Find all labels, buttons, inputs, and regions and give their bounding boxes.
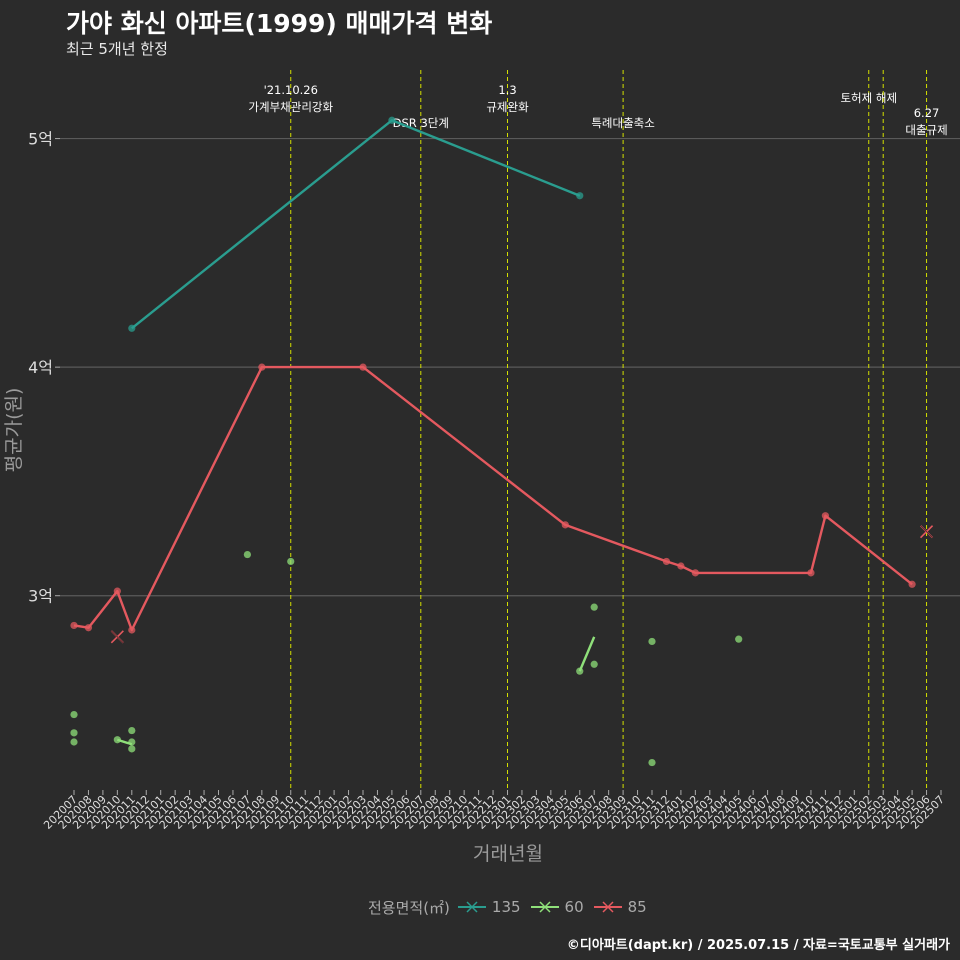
legend-key-85 — [593, 901, 622, 913]
event-label: 규제완화 — [486, 100, 529, 114]
event-label: 1.3 — [498, 83, 516, 97]
series-60-point — [128, 738, 136, 746]
series-60-point — [576, 667, 584, 675]
series-60-point — [70, 738, 78, 746]
x-axis-title: 거래년월 — [473, 843, 543, 865]
y-axis-title: 평균가(원) — [3, 388, 25, 473]
chart-title: 가야 화신 아파트(1999) 매매가격 변화 — [66, 9, 493, 38]
legend-label-135: 135 — [491, 898, 521, 916]
series-60-point — [113, 736, 121, 744]
series-60-point — [590, 603, 598, 611]
event-label: 대출규제 — [905, 123, 947, 137]
series-lines — [73, 119, 913, 746]
event-label: 특례대출축소 — [591, 116, 654, 130]
y-tick-label: 4억 — [28, 358, 53, 377]
series-85-point — [84, 624, 93, 632]
series-135-point — [128, 324, 136, 332]
series-60-point — [128, 745, 136, 753]
cancelled-stroke-inner — [111, 630, 124, 644]
source-caption: ©디아파트(dapt.kr) / 2025.07.15 / 자료=국토교통부 실… — [566, 938, 950, 953]
series-85-line — [73, 365, 913, 632]
series-85-point — [908, 580, 916, 588]
series-85-point — [70, 621, 78, 630]
legend-item-60: 60 — [530, 898, 584, 916]
series-85-point — [113, 587, 121, 595]
event-label: 가계부채관리강화 — [248, 100, 333, 114]
series-60-point — [648, 637, 656, 646]
series-85-cancelled-marker — [919, 525, 934, 539]
cancelled-stroke-inner — [920, 525, 933, 538]
series-60-point — [243, 550, 251, 559]
series-135-line — [131, 119, 581, 330]
series-85-point — [359, 363, 367, 371]
legend-label-85: 85 — [627, 898, 647, 916]
series-60-point — [648, 758, 656, 767]
legend-key-135 — [457, 901, 486, 913]
y-axis-ticks: 3억 4억 5억 — [28, 130, 60, 606]
legend-key-60 — [530, 901, 559, 913]
series-85-point — [821, 512, 830, 520]
series-60-point — [128, 726, 136, 735]
series-85-point — [807, 569, 815, 577]
event-label: 토허제 해제 — [840, 91, 897, 105]
series-60-point — [287, 557, 295, 566]
series-85-point — [691, 569, 699, 577]
series-85-point — [677, 562, 685, 570]
series-85-point — [258, 363, 266, 371]
series-85-cancelled-marker — [110, 630, 124, 644]
legend: 전용면적(㎡) 135 60 85 — [368, 896, 657, 918]
chart-subtitle: 최근 5개년 한정 — [66, 40, 168, 58]
series-85-point — [128, 626, 136, 634]
series-135-point — [388, 116, 396, 124]
series-60-point — [735, 635, 743, 643]
series-85-point — [561, 521, 569, 529]
series-85-point — [662, 557, 671, 566]
legend-title: 전용면적(㎡) — [368, 898, 450, 917]
legend-label-60: 60 — [564, 898, 584, 916]
y-tick-label: 3억 — [28, 587, 53, 606]
x-axis-ticks: 2020072020082020092020102020112020122021… — [41, 790, 947, 832]
series-60-line — [578, 636, 596, 672]
series-points — [70, 116, 934, 767]
legend-item-85: 85 — [593, 898, 647, 916]
series-60-point — [70, 710, 78, 719]
series-60-point — [590, 660, 598, 668]
event-label: 6.27 — [914, 106, 940, 120]
y-tick-label: 5억 — [28, 130, 53, 149]
legend-item-135: 135 — [457, 898, 521, 916]
series-135-point — [576, 192, 584, 200]
event-label: '21.10.26 — [264, 83, 318, 97]
grid-lines — [60, 137, 960, 597]
series-60-point — [70, 729, 78, 737]
